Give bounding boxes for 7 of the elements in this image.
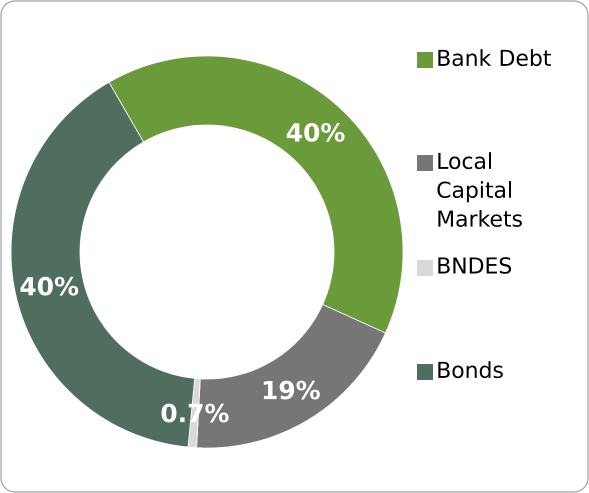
data-label: 19% <box>264 380 320 400</box>
legend-label: Bank Debt <box>438 49 551 66</box>
data-label: 40% <box>20 276 78 296</box>
legend-label: Bonds <box>438 361 503 378</box>
legend-label: BNDES <box>438 257 512 274</box>
data-label: 40% <box>286 122 345 142</box>
legend-label: Local Capital Markets <box>437 152 522 227</box>
